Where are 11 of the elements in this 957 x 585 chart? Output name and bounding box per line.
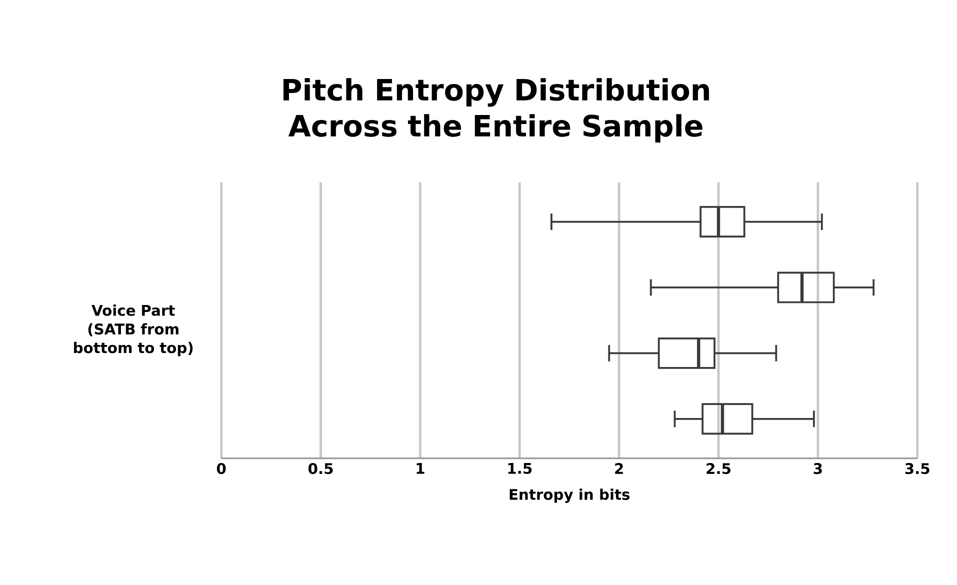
x-tick-label: 2 (615, 463, 623, 474)
x-tick-label: 1 (416, 463, 424, 474)
y-axis-title: Voice Part (SATB from bottom to top) (74, 304, 193, 356)
x-tick-label: 2.5 (706, 463, 730, 474)
x-tick-label: 3.5 (905, 463, 930, 474)
x-tick-label: 1.5 (508, 463, 532, 474)
x-tick-label: 0.5 (308, 463, 333, 474)
chart-title: Pitch Entropy Distribution Across the Entire Sample (283, 78, 709, 143)
x-tick-label: 0 (216, 463, 226, 474)
x-tick-label: 3 (814, 463, 822, 474)
x-axis-title: Entropy in bits (510, 488, 630, 503)
